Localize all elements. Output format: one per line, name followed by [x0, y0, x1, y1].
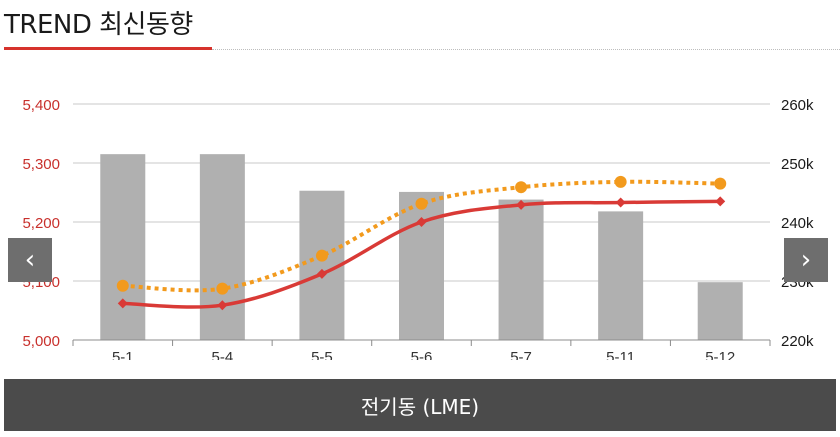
y-left-tick-label: 5,400: [22, 97, 60, 114]
title-divider: [212, 49, 840, 50]
circle-marker: [116, 279, 129, 292]
bar: [100, 154, 146, 340]
page-title: TREND 최신동향: [4, 10, 193, 40]
x-tick-label: 5-7: [510, 349, 532, 360]
x-tick-label: 5-11: [606, 349, 635, 360]
y-right-tick-label: 240k: [781, 215, 814, 232]
circle-marker: [515, 181, 528, 194]
circle-marker: [714, 177, 727, 190]
y-right-tick-label: 260k: [781, 97, 814, 114]
circle-marker: [216, 282, 229, 295]
y-right-tick-label: 250k: [781, 156, 814, 173]
diamond-marker: [615, 197, 626, 208]
x-tick-label: 5-5: [311, 349, 333, 360]
diamond-marker: [516, 199, 527, 210]
trend-chart: 5,0005,1005,2005,3005,400220k230k240k250…: [22, 97, 814, 360]
page-header: TREND 최신동향: [0, 0, 840, 56]
circle-marker: [415, 197, 428, 210]
y-left-tick-label: 5,300: [22, 156, 60, 173]
bar: [199, 154, 245, 340]
diamond-marker: [117, 298, 128, 309]
chart-caption-bar: 전기동 (LME): [4, 379, 836, 431]
y-left-tick-label: 5,200: [22, 215, 60, 232]
diamond-marker: [217, 300, 228, 311]
bar: [498, 199, 544, 340]
next-chevron-icon[interactable]: ›: [784, 238, 828, 282]
y-right-tick-label: 220k: [781, 333, 814, 350]
y-left-tick-label: 5,000: [22, 333, 60, 350]
title-underline: [4, 47, 212, 50]
bar: [697, 282, 743, 340]
x-tick-label: 5-6: [411, 349, 433, 360]
diamond-marker: [416, 217, 427, 227]
bar: [598, 211, 644, 340]
x-tick-label: 5-1: [112, 349, 134, 360]
circle-marker: [614, 175, 627, 188]
diamond-marker: [715, 196, 726, 207]
chart-caption: 전기동 (LME): [360, 394, 480, 419]
x-tick-label: 5-12: [705, 349, 735, 360]
prev-chevron-icon[interactable]: ‹: [8, 238, 52, 282]
circle-marker: [315, 249, 328, 262]
x-tick-label: 5-4: [212, 349, 234, 360]
bar: [399, 191, 444, 340]
diamond-marker: [316, 268, 327, 279]
